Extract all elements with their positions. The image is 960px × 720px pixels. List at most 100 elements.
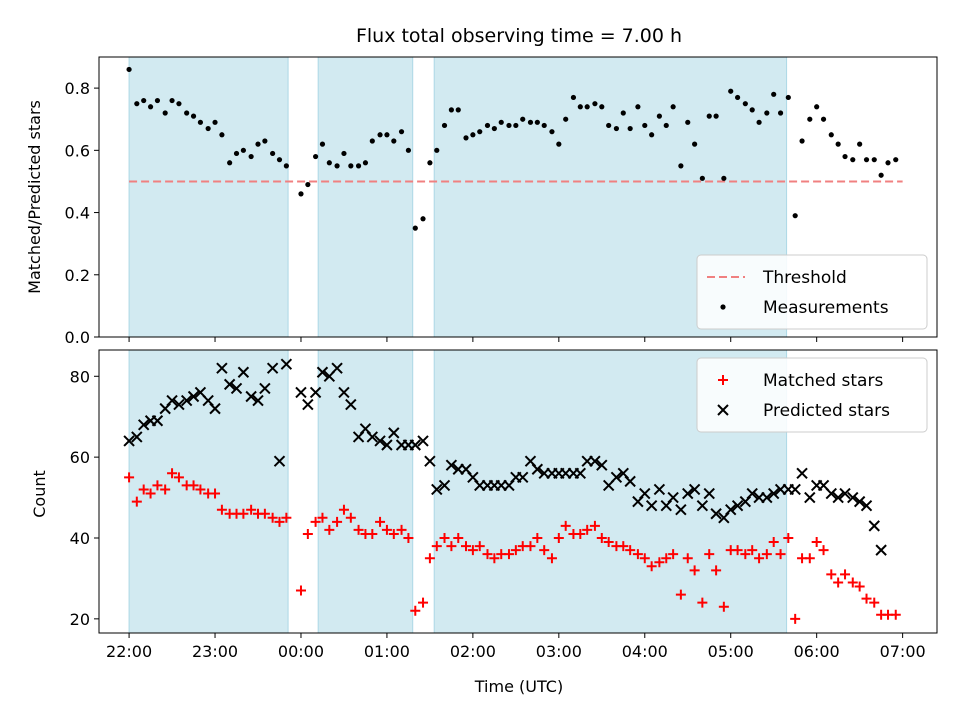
matched-star-point xyxy=(639,553,650,564)
measurement-point xyxy=(764,110,770,116)
measurement-point xyxy=(807,116,813,122)
measurement-point xyxy=(814,104,820,110)
measurement-point xyxy=(190,113,197,119)
measurement-point xyxy=(642,122,648,129)
matched-star-point xyxy=(811,537,822,548)
measurement-point xyxy=(270,150,276,157)
matched-star-point xyxy=(446,541,457,552)
measurement-point xyxy=(377,132,383,138)
matched-star-point xyxy=(761,549,772,560)
predicted-star-point xyxy=(825,487,837,500)
predicted-star-point xyxy=(839,487,851,500)
predicted-star-point xyxy=(216,362,228,374)
measurement-point xyxy=(706,113,712,119)
matched-star-point xyxy=(532,532,543,543)
measurement-point xyxy=(420,216,426,222)
measurement-point xyxy=(685,119,691,125)
predicted-star-point xyxy=(832,491,844,504)
predicted-star-point xyxy=(388,427,400,439)
predicted-star-point xyxy=(682,487,694,500)
predicted-star-point xyxy=(667,491,679,504)
matched-star-point xyxy=(869,597,880,608)
measurement-point xyxy=(592,101,598,107)
matched-star-point xyxy=(625,545,636,556)
measurement-point xyxy=(742,101,748,107)
measurement-point xyxy=(154,97,161,104)
matched-star-point xyxy=(510,545,521,556)
y-axis-label-count: Count xyxy=(30,470,49,518)
measurement-point xyxy=(713,113,719,119)
matched-star-point xyxy=(160,484,171,495)
predicted-star-point xyxy=(589,455,601,467)
matched-star-point xyxy=(732,545,743,556)
matched-star-point xyxy=(431,541,442,552)
measurement-point xyxy=(885,160,891,166)
predicted-star-point xyxy=(731,499,744,512)
measurement-point xyxy=(298,191,304,197)
predicted-star-point xyxy=(381,439,393,451)
legend-label: Matched stars xyxy=(763,371,883,391)
measurement-point xyxy=(434,147,440,153)
measurement-point xyxy=(893,157,899,163)
measurement-point xyxy=(255,141,261,147)
measurement-point xyxy=(348,163,354,169)
matched-star-point xyxy=(295,585,306,596)
legend-label: Predicted stars xyxy=(763,401,890,421)
measurement-point xyxy=(219,132,225,138)
legend-label: Threshold xyxy=(762,268,847,288)
chart-title: Flux total observing time = 7.00 h xyxy=(356,25,682,47)
matched-star-point xyxy=(654,557,665,568)
measurement-point xyxy=(412,225,418,231)
predicted-star-point xyxy=(868,520,880,532)
measurement-point xyxy=(305,181,311,188)
predicted-star-point xyxy=(445,459,458,471)
measurement-point xyxy=(312,153,319,160)
predicted-star-point xyxy=(374,435,386,447)
predicted-star-point xyxy=(645,499,658,512)
measurement-point xyxy=(692,141,698,147)
matched-star-point xyxy=(682,553,693,564)
matched-star-point xyxy=(367,528,378,539)
measurement-point xyxy=(491,125,497,132)
predicted-star-point xyxy=(345,398,357,411)
legend-box xyxy=(696,357,928,433)
predicted-star-point xyxy=(180,394,193,407)
predicted-star-point xyxy=(789,483,801,496)
measurement-point xyxy=(663,122,669,129)
measurement-point xyxy=(749,107,755,113)
y-tick-label: 0.4 xyxy=(65,204,90,223)
predicted-star-point xyxy=(438,479,451,492)
measurement-point xyxy=(563,116,569,122)
matched-star-point xyxy=(188,480,199,491)
matched-star-point xyxy=(818,545,829,556)
matched-star-point xyxy=(138,484,149,495)
measurement-point xyxy=(777,110,784,116)
predicted-star-point xyxy=(331,362,343,374)
predicted-star-point xyxy=(237,366,250,378)
predicted-star-point xyxy=(517,471,529,484)
matched-star-point xyxy=(603,537,614,548)
y-tick-label: 40 xyxy=(70,529,90,548)
matched-star-point xyxy=(890,609,901,620)
measurement-point xyxy=(141,97,147,104)
matched-star-point xyxy=(324,524,335,535)
predicted-star-point xyxy=(131,431,143,443)
matched-star-point xyxy=(403,532,414,543)
measurement-point xyxy=(169,97,175,104)
legend-box xyxy=(696,254,928,330)
matched-star-point xyxy=(826,569,837,580)
measurement-point xyxy=(448,107,454,113)
ratio-panel: 0.0 0.2 0.4 0.6 0.8 Threshold Measurements xyxy=(65,56,938,347)
matched-star-point xyxy=(338,504,349,515)
predicted-star-point xyxy=(574,467,587,480)
shaded-interval-2 xyxy=(317,349,414,634)
predicted-star-point xyxy=(302,398,314,411)
matched-star-point xyxy=(439,532,450,543)
matched-star-point xyxy=(553,532,564,543)
measurement-point xyxy=(620,110,626,116)
measurement-point xyxy=(326,160,332,166)
matched-star-point xyxy=(396,524,407,535)
measurement-point xyxy=(162,110,168,116)
predicted-star-point xyxy=(796,467,808,480)
predicted-star-point xyxy=(653,483,666,496)
